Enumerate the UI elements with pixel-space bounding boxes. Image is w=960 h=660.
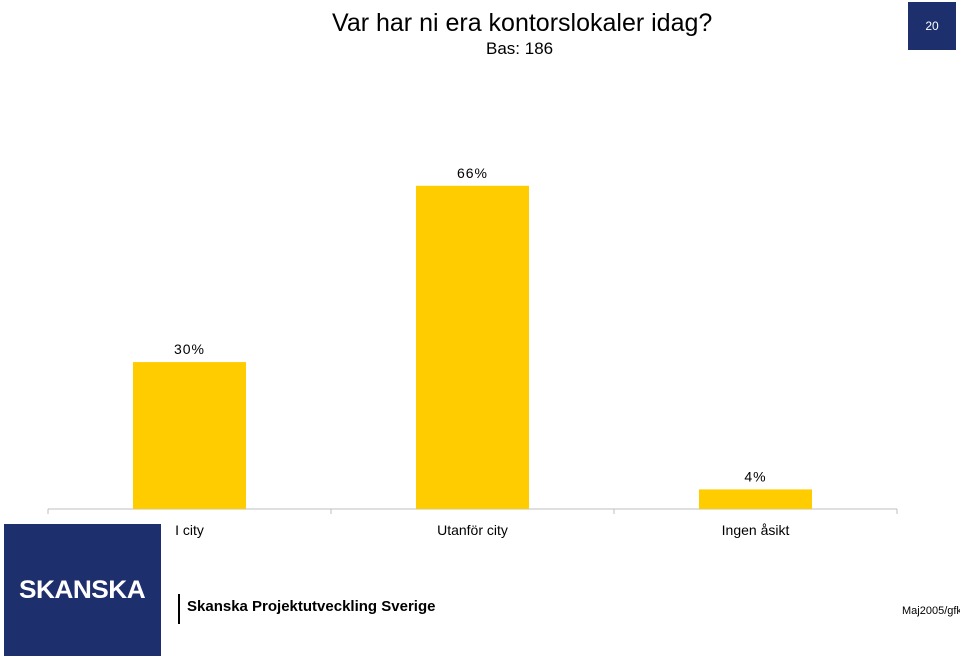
category-label: I city [175,522,204,538]
slide-title: Var har ni era kontorslokaler idag? [332,9,713,37]
category-label: Utanför city [437,522,508,538]
category-label: Ingen åsikt [722,522,790,538]
bar-chart: 30% I city 66% Utanför city 4% Ingen åsikt [47,165,898,538]
footer-code: Maj2005/gfk [902,605,960,617]
data-label: 4% [744,468,766,484]
bar [699,489,812,509]
company-name: Skanska Projektutveckling Sverige [187,598,436,615]
footer-divider [178,594,180,624]
page-number: 20 [925,19,939,33]
slide-subtitle: Bas: 186 [486,39,554,58]
bar [133,362,246,509]
data-label: 30% [174,341,205,357]
logo-text: SKANSKA [19,575,146,604]
data-label: 66% [457,165,488,181]
bar [416,185,529,509]
skanska-logo: SKANSKA [4,524,161,656]
page-number-badge: 20 [908,2,956,50]
